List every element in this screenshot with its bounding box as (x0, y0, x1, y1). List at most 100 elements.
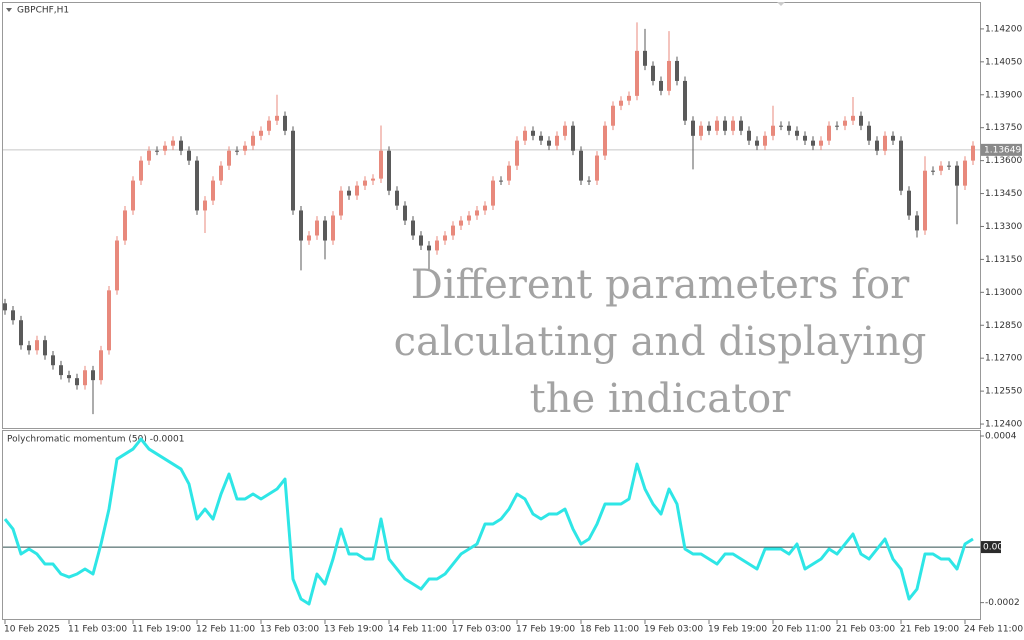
candle-body (595, 155, 599, 181)
candle-body (691, 120, 695, 136)
candle-body (363, 180, 367, 186)
candle-body (315, 220, 319, 236)
candle-body (123, 210, 127, 241)
candle-body (715, 120, 719, 131)
y-tick-label: 1.12850 (985, 321, 1022, 331)
candle-body (635, 50, 639, 96)
candle-body (755, 140, 759, 146)
candle-body (707, 125, 711, 131)
indicator-pane (2, 430, 981, 620)
candle-body (747, 130, 751, 141)
candle-body (699, 125, 703, 136)
x-tick-label: 20 Feb 11:00 (772, 625, 831, 635)
overlay-text: the indicator (530, 376, 792, 422)
candle-body (627, 95, 631, 101)
candle-body (91, 370, 95, 381)
y-tick-label: 1.14050 (985, 57, 1022, 67)
candle-body (603, 125, 607, 156)
candle-body (219, 165, 223, 181)
candle-body (75, 378, 79, 386)
candle-body (451, 225, 455, 236)
candle-body (35, 340, 39, 351)
candle-body (859, 115, 863, 126)
candle-body (379, 150, 383, 179)
y-tick-label: 1.13150 (985, 255, 1022, 265)
candle-body (811, 140, 815, 146)
candle-body (227, 150, 231, 166)
candle-body (515, 140, 519, 166)
shift-marker (777, 2, 785, 6)
candle-body (523, 130, 527, 141)
x-tick-label: 17 Feb 19:00 (516, 625, 575, 635)
candle-body (931, 170, 935, 172)
candle-body (435, 240, 439, 251)
candle-body (43, 340, 47, 356)
candle-body (659, 80, 663, 91)
x-tick-label: 11 Feb 19:00 (132, 625, 191, 635)
candle-body (587, 180, 591, 182)
main-pane (2, 2, 981, 429)
candle-body (843, 120, 847, 126)
candle-body (683, 80, 687, 121)
candle-body (467, 215, 471, 221)
candle-body (155, 150, 159, 152)
candle-body (739, 120, 743, 131)
candle-body (427, 245, 431, 251)
candle-body (571, 125, 575, 151)
candle-body (267, 120, 271, 131)
x-tick-label: 19 Feb 03:00 (644, 625, 703, 635)
candle-body (243, 145, 247, 151)
candle-body (403, 205, 407, 221)
x-tick-label: 10 Feb 2025 (4, 625, 60, 635)
candle-body (915, 215, 919, 231)
candle-body (787, 125, 791, 131)
zero-label-box (981, 541, 1001, 554)
candle-body (147, 150, 151, 161)
y-tick-label: 1.13300 (985, 222, 1022, 232)
candle-body (339, 190, 343, 216)
candle-body (83, 370, 87, 386)
candle-body (611, 105, 615, 126)
candle-body (411, 220, 415, 236)
candle-body (867, 125, 871, 141)
candle-body (955, 165, 959, 186)
candle-body (971, 145, 975, 161)
candle-body (835, 125, 839, 127)
candle-body (11, 310, 15, 321)
y-tick-label: 0.00 (983, 543, 1003, 553)
x-tick-label: 21 Feb 19:00 (900, 625, 959, 635)
candle-body (163, 145, 167, 151)
menu-arrow[interactable] (6, 8, 12, 12)
y-tick-label: 1.12400 (985, 420, 1022, 430)
candle-body (291, 130, 295, 211)
candle-body (507, 165, 511, 181)
candle-body (651, 65, 655, 81)
candle-body (731, 120, 735, 131)
y-tick-label: 1.14200 (985, 24, 1022, 34)
candle-body (547, 140, 551, 146)
x-tick-label: 24 Feb 11:00 (964, 625, 1023, 635)
x-tick-label: 14 Feb 11:00 (388, 625, 447, 635)
candle-body (475, 210, 479, 216)
candle-body (179, 140, 183, 151)
x-tick-label: 13 Feb 03:00 (260, 625, 319, 635)
y-tick-label: 1.12550 (985, 387, 1022, 397)
candle-body (499, 180, 503, 182)
candle-body (275, 115, 279, 121)
candle-body (387, 150, 391, 191)
candle-body (827, 125, 831, 141)
x-tick-label: 21 Feb 03:00 (836, 625, 895, 635)
candle-body (355, 185, 359, 196)
candle-body (939, 165, 943, 171)
candle-body (139, 160, 143, 181)
candle-body (803, 135, 807, 141)
candle-body (875, 140, 879, 151)
candle-body (187, 150, 191, 161)
candle-body (195, 160, 199, 211)
candle-body (819, 140, 823, 146)
candle-body (675, 60, 679, 81)
candle-body (459, 220, 463, 226)
candle-body (579, 150, 583, 181)
